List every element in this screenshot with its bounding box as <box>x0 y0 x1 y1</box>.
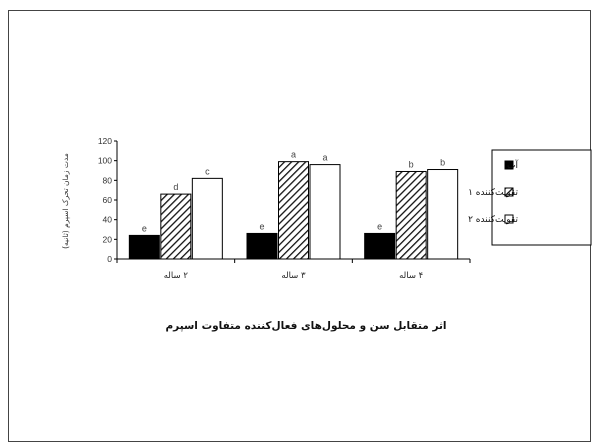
y-tick-label: 80 <box>103 175 113 185</box>
legend-swatch <box>504 160 514 170</box>
bar <box>160 193 192 260</box>
legend-label: تقویت‌کننده ۲ <box>468 215 518 225</box>
bar <box>278 161 309 260</box>
bar <box>246 232 278 260</box>
bar-data-label: c <box>205 166 210 176</box>
bar-data-label: b <box>409 159 414 169</box>
y-axis-title: مدت زمان تحرک اسپرم (ثانیه) <box>61 153 70 249</box>
bar <box>427 169 459 260</box>
y-tick-label: 60 <box>103 195 113 205</box>
bar-data-label: a <box>322 153 327 163</box>
y-tick-label: 20 <box>103 234 113 244</box>
legend: آب تقویت‌کننده ۱ تقویت‌کننده ۲ <box>468 149 592 246</box>
y-tick-label: 120 <box>98 136 112 146</box>
y-tick-label: 0 <box>107 254 112 264</box>
legend-label: آب <box>507 159 518 171</box>
bar <box>191 177 223 260</box>
bar <box>364 232 396 260</box>
chart-title: اثر متقابل سن و محلول‌های فعال‌کننده متف… <box>165 320 446 332</box>
bar-data-label: b <box>440 158 445 168</box>
bar-data-label: a <box>291 150 296 160</box>
legend-swatch <box>504 187 514 197</box>
x-category-label: ۳ ساله <box>281 271 306 281</box>
legend-swatch <box>504 214 514 224</box>
y-tick-label: 40 <box>103 215 113 225</box>
bar-data-label: e <box>377 221 382 231</box>
y-tick-label: 100 <box>98 156 112 166</box>
bar-data-label: d <box>173 182 178 192</box>
bar <box>395 170 427 260</box>
bar <box>128 234 160 260</box>
x-category-label: ۲ ساله <box>164 271 189 281</box>
legend-label: تقویت‌کننده ۱ <box>468 188 518 198</box>
bar-data-label: e <box>142 223 147 233</box>
bar <box>309 164 341 260</box>
bar-data-label: e <box>259 221 264 231</box>
bars-group: e d c e a a e b b <box>128 150 459 260</box>
x-category-label: ۴ ساله <box>399 271 423 281</box>
